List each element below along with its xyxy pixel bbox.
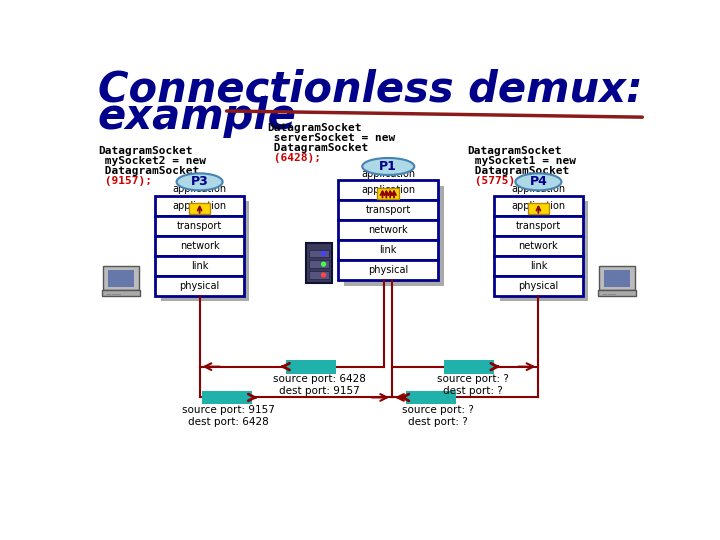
Text: serverSocket = new: serverSocket = new [267, 132, 395, 143]
Bar [202, 390, 251, 404]
Text: source port: 6428
dest port: 9157: source port: 6428 dest port: 9157 [272, 374, 365, 396]
Text: application: application [173, 184, 227, 194]
FancyBboxPatch shape [102, 289, 140, 296]
Bar [528, 204, 549, 214]
FancyBboxPatch shape [104, 266, 139, 291]
Bar [444, 360, 494, 374]
Text: (5775);: (5775); [467, 176, 521, 186]
Text: DatagramSocket: DatagramSocket [98, 146, 192, 156]
Text: source port: 9157
dest port: 6428: source port: 9157 dest port: 6428 [182, 405, 275, 427]
Text: DatagramSocket: DatagramSocket [267, 143, 369, 153]
Text: application: application [511, 201, 565, 211]
Text: application: application [511, 184, 565, 194]
Text: physical: physical [518, 281, 559, 291]
Bar [494, 256, 582, 276]
Text: DatagramSocket: DatagramSocket [267, 123, 362, 132]
Ellipse shape [362, 158, 414, 175]
FancyBboxPatch shape [598, 289, 636, 296]
Bar [287, 360, 336, 374]
Text: link: link [530, 261, 547, 271]
Bar [405, 390, 456, 404]
Bar [377, 188, 399, 199]
Text: mySocket1 = new: mySocket1 = new [467, 156, 575, 166]
Text: link: link [191, 261, 208, 271]
Text: network: network [518, 241, 558, 251]
Bar [494, 195, 582, 215]
Text: mySocket2 = new: mySocket2 = new [98, 156, 206, 166]
Text: transport: transport [177, 221, 222, 231]
Text: P3: P3 [191, 176, 209, 188]
Bar [309, 271, 329, 279]
Text: DatagramSocket: DatagramSocket [467, 166, 569, 176]
Text: (9157);: (9157); [98, 176, 152, 186]
Bar [161, 201, 249, 301]
Text: network: network [369, 225, 408, 235]
Text: transport: transport [366, 205, 411, 215]
Bar [500, 201, 588, 301]
Circle shape [322, 252, 325, 255]
Text: P1: P1 [379, 160, 397, 173]
Text: DatagramSocket: DatagramSocket [98, 166, 199, 176]
Text: source port: ?
dest port: ?: source port: ? dest port: ? [402, 405, 474, 427]
Text: network: network [180, 241, 220, 251]
Circle shape [322, 262, 325, 266]
Bar [309, 249, 329, 257]
Bar [494, 276, 582, 296]
Ellipse shape [516, 173, 562, 190]
Bar [156, 236, 244, 256]
Bar [156, 195, 244, 215]
Bar [338, 260, 438, 280]
Bar [494, 215, 582, 236]
Text: DatagramSocket: DatagramSocket [467, 146, 562, 156]
Text: Connectionless demux:: Connectionless demux: [98, 69, 642, 111]
Text: application: application [361, 185, 415, 195]
Bar [604, 269, 630, 287]
FancyBboxPatch shape [599, 266, 634, 291]
Bar [338, 180, 438, 200]
Text: application: application [361, 169, 415, 179]
Bar [108, 269, 134, 287]
Text: P4: P4 [529, 176, 547, 188]
Circle shape [322, 273, 325, 277]
Text: source port: ?
dest port: ?: source port: ? dest port: ? [437, 374, 509, 396]
Bar [343, 186, 444, 286]
Bar [338, 200, 438, 220]
Text: physical: physical [179, 281, 220, 291]
Text: (6428);: (6428); [267, 153, 321, 163]
Text: link: link [379, 245, 397, 255]
Text: transport: transport [516, 221, 561, 231]
Text: physical: physical [368, 265, 408, 275]
Ellipse shape [176, 173, 222, 190]
FancyBboxPatch shape [306, 242, 332, 283]
Text: example: example [98, 96, 297, 138]
Bar [338, 240, 438, 260]
Text: application: application [173, 201, 227, 211]
Bar [156, 276, 244, 296]
Bar [309, 260, 329, 268]
Bar [156, 215, 244, 236]
Bar [494, 236, 582, 256]
Bar [338, 220, 438, 240]
Bar [156, 256, 244, 276]
Bar [189, 204, 210, 214]
